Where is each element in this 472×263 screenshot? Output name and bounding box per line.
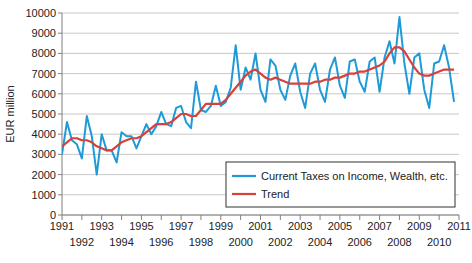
grid-line: [62, 13, 459, 14]
x-tick-label: 1993: [89, 220, 113, 232]
y-tick: [58, 134, 62, 135]
x-tick: [240, 215, 241, 220]
x-tick: [359, 215, 360, 220]
plot-area: [62, 17, 454, 175]
x-tick-label: 2010: [427, 236, 451, 248]
x-tick-label: 1999: [209, 220, 233, 232]
x-tick-label: 2005: [328, 220, 352, 232]
x-tick: [81, 215, 82, 220]
y-tick: [58, 53, 62, 54]
y-tick: [58, 93, 62, 94]
x-tick-label: 2000: [228, 236, 252, 248]
grid-line: [62, 53, 459, 54]
x-tick: [200, 215, 201, 220]
y-tick: [58, 174, 62, 175]
x-tick-label: 1998: [189, 236, 213, 248]
legend-swatch: [232, 193, 256, 195]
legend-label: Current Taxes on Income, Wealth, etc.: [261, 170, 448, 182]
x-tick: [121, 215, 122, 220]
x-tick-label: 2009: [407, 220, 431, 232]
x-tick-label: 2004: [308, 236, 332, 248]
x-tick-label: 2003: [288, 220, 312, 232]
y-tick: [58, 13, 62, 14]
y-tick-label: 10000: [25, 7, 56, 19]
grid-line: [62, 93, 459, 94]
legend-label: Trend: [261, 188, 289, 200]
chart: 0100020003000400050006000700080009000100…: [0, 0, 472, 263]
legend: Current Taxes on Income, Wealth, etc. Tre…: [226, 162, 455, 207]
x-tick: [439, 215, 440, 220]
x-tick-label: 2001: [248, 220, 272, 232]
grid-line: [62, 114, 459, 115]
y-tick: [58, 194, 62, 195]
grid-line: [62, 154, 459, 155]
x-tick-label: 2008: [387, 236, 411, 248]
y-tick: [58, 154, 62, 155]
series-line: [62, 47, 454, 150]
x-tick-label: 1994: [109, 236, 133, 248]
y-tick-label: 5000: [32, 108, 56, 120]
x-tick: [161, 215, 162, 220]
x-tick-label: 1996: [149, 236, 173, 248]
grid-line: [62, 33, 459, 34]
y-tick-label: 4000: [32, 128, 56, 140]
x-tick: [280, 215, 281, 220]
legend-swatch: [232, 175, 256, 177]
y-tick: [58, 33, 62, 34]
y-tick-label: 3000: [32, 148, 56, 160]
y-axis: [62, 13, 63, 215]
y-tick-label: 7000: [32, 68, 56, 80]
legend-box: [226, 162, 455, 207]
y-tick: [58, 73, 62, 74]
x-tick-label: 2006: [348, 236, 372, 248]
y-tick: [58, 215, 62, 216]
y-tick-label: 8000: [32, 47, 56, 59]
x-tick-label: 2007: [367, 220, 391, 232]
x-tick: [399, 215, 400, 220]
series-line: [62, 17, 454, 175]
y-tick-label: 6000: [32, 88, 56, 100]
x-tick-label: 2011: [447, 220, 471, 232]
y-axis-label: EUR million: [4, 85, 16, 142]
x-tick-label: 2002: [268, 236, 292, 248]
y-tick-label: 9000: [32, 27, 56, 39]
x-tick-label: 1992: [70, 236, 94, 248]
x-tick-label: 1997: [169, 220, 193, 232]
y-tick-label: 1000: [32, 189, 56, 201]
x-tick-label: 1995: [129, 220, 153, 232]
y-tick-label: 2000: [32, 169, 56, 181]
y-tick: [58, 114, 62, 115]
x-tick-label: 1991: [50, 220, 74, 232]
x-tick: [320, 215, 321, 220]
